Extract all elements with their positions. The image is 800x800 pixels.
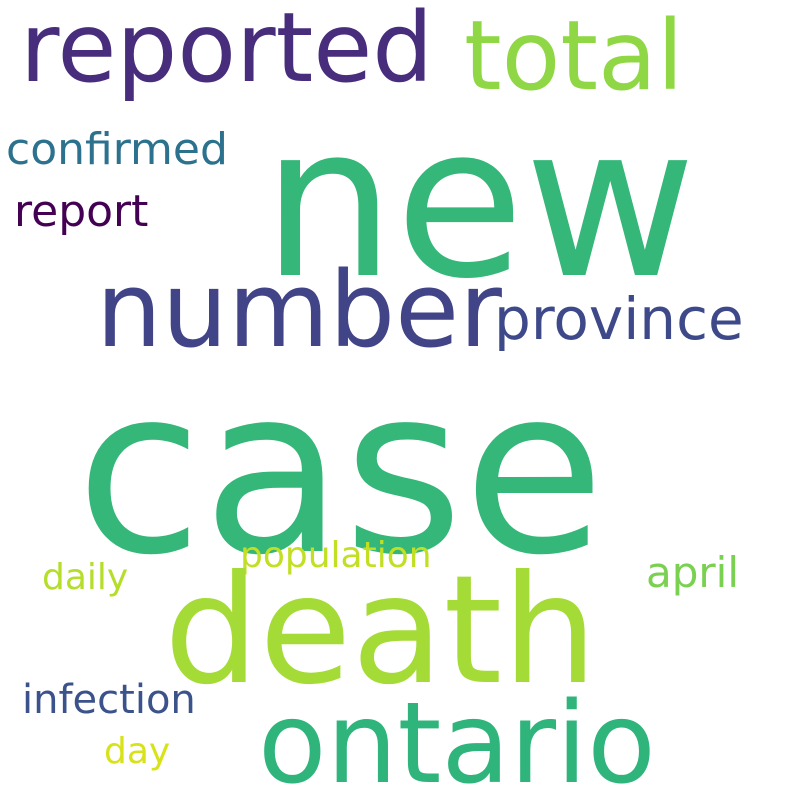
word-reported: reported	[20, 0, 434, 104]
word-report: report	[14, 186, 149, 237]
word-day: day	[104, 731, 171, 772]
word-infection: infection	[22, 677, 196, 723]
word-number: number	[96, 249, 502, 371]
word-province: province	[494, 285, 744, 353]
word-death: death	[164, 544, 598, 718]
word-population: population	[240, 535, 432, 576]
word-confirmed: confirmed	[6, 124, 228, 175]
word-new: new	[262, 80, 697, 325]
word-april: april	[646, 548, 740, 597]
word-case: case	[76, 339, 605, 606]
word-daily: daily	[42, 557, 129, 598]
word-total: total	[464, 0, 684, 112]
word-ontario: ontario	[258, 679, 656, 800]
